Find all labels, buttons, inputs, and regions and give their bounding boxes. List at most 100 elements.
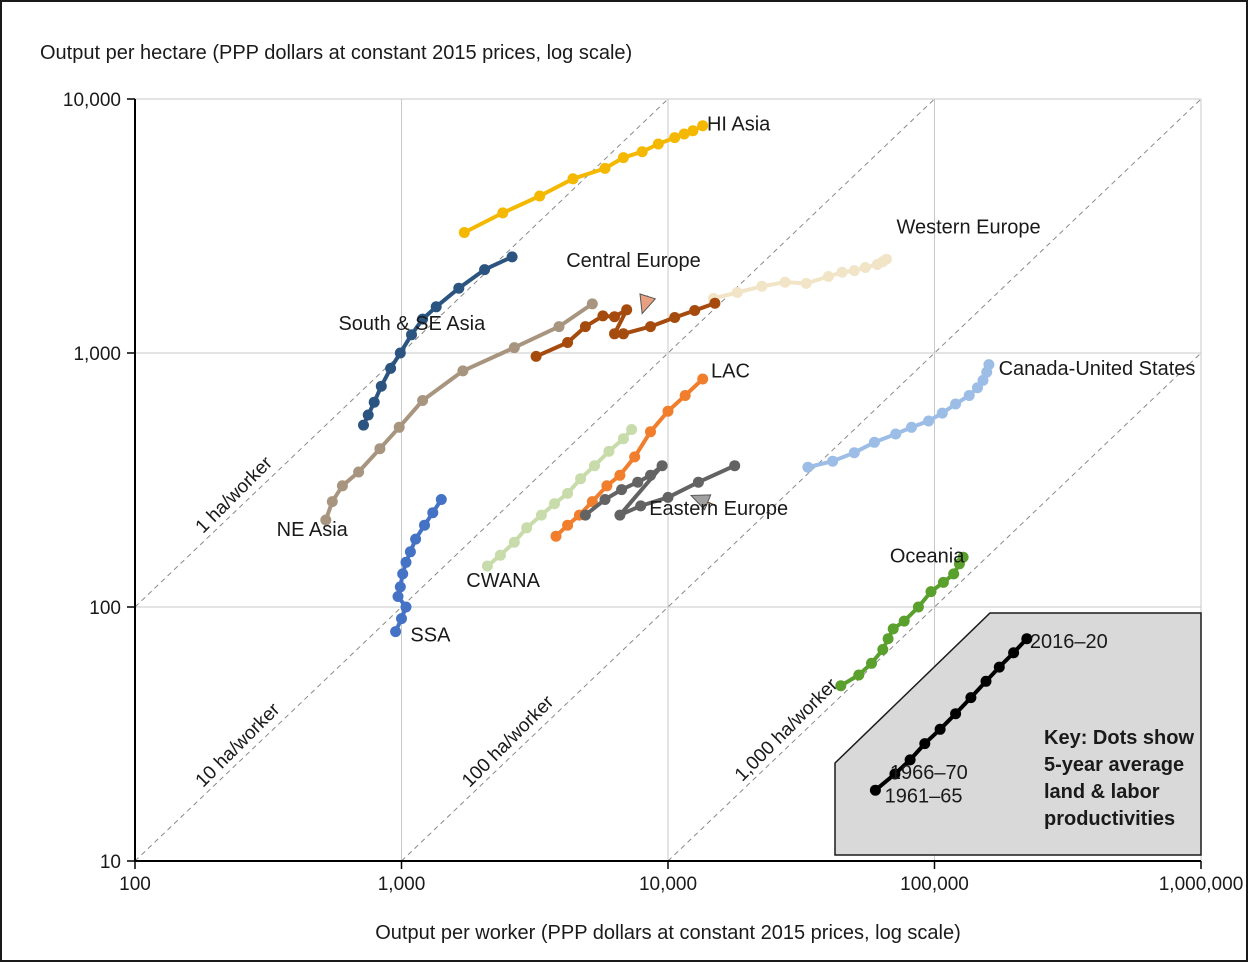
annotation-arrow — [689, 494, 717, 511]
data-point — [980, 675, 992, 687]
data-point — [430, 301, 442, 313]
data-point — [802, 461, 814, 473]
data-point — [937, 576, 949, 588]
key-text-line: productivities — [1044, 808, 1175, 830]
key-text-line: Key: Dots show — [1044, 727, 1194, 749]
key-text-line: land & labor — [1044, 781, 1160, 803]
data-point — [553, 321, 565, 333]
series-cwana — [481, 424, 638, 572]
data-point — [597, 310, 609, 322]
data-point — [601, 480, 613, 492]
data-point — [609, 328, 620, 340]
x-tick-label: 100,000 — [900, 874, 969, 895]
data-point — [599, 162, 611, 174]
x-axis-title: Output per worker (PPP dollars at consta… — [375, 922, 960, 944]
data-point — [481, 560, 493, 572]
data-point — [936, 407, 948, 419]
data-point — [427, 507, 439, 519]
ref-label-1-000-ha-worker: 1,000 ha/worker — [731, 674, 843, 786]
data-point — [617, 152, 629, 164]
x-tick-label: 10,000 — [639, 874, 697, 895]
data-point — [530, 350, 542, 362]
series-western-europe — [707, 253, 892, 304]
key-box: Key: Dots show 5-year average land & labor… — [834, 612, 1202, 856]
data-point — [419, 519, 430, 531]
data-point — [835, 680, 847, 692]
data-point — [562, 337, 574, 348]
data-point — [687, 125, 699, 137]
data-point — [375, 380, 387, 392]
data-point — [697, 373, 709, 385]
data-point — [934, 723, 946, 735]
data-point — [336, 480, 348, 492]
data-point — [579, 321, 591, 333]
y-axis-title: Output per hectare (PPP dollars at const… — [40, 42, 632, 64]
data-point — [923, 415, 935, 427]
series-key-example — [869, 633, 1033, 796]
series-label-canada-united-states: Canada-United States — [999, 358, 1196, 380]
data-point — [508, 342, 520, 354]
data-point — [822, 271, 834, 282]
ref-label-100-ha-worker: 100 ha/worker — [458, 691, 558, 791]
data-point — [756, 280, 768, 292]
data-point — [609, 311, 620, 323]
data-point — [508, 536, 520, 548]
series-label-central-europe: Central Europe — [566, 250, 701, 272]
data-point — [453, 282, 465, 294]
data-point — [614, 469, 626, 481]
arrow-head — [689, 494, 712, 511]
data-point — [800, 277, 812, 289]
data-point — [362, 409, 374, 421]
data-point — [567, 173, 579, 185]
data-point — [599, 494, 611, 505]
data-point — [904, 754, 916, 766]
data-point — [617, 433, 629, 445]
data-point — [866, 657, 877, 669]
y-tick-label: 1,000 — [73, 344, 121, 365]
data-point — [358, 419, 369, 431]
annotations: HI Asia Western Europe Central Europe South… — [277, 114, 1196, 808]
data-point — [662, 405, 674, 417]
data-point — [635, 500, 647, 512]
data-point — [689, 305, 701, 316]
series-hi-asia — [458, 120, 709, 238]
data-point — [394, 581, 406, 593]
data-point — [993, 661, 1005, 673]
data-point — [575, 473, 587, 485]
data-point — [1021, 633, 1033, 645]
data-point — [906, 421, 917, 433]
data-point — [836, 266, 848, 278]
series-group — [320, 120, 1033, 796]
data-point — [645, 426, 656, 438]
data-point — [586, 298, 598, 310]
data-point — [697, 120, 709, 132]
data-point — [353, 466, 365, 478]
data-point — [326, 496, 338, 508]
data-point — [636, 146, 648, 158]
data-point — [848, 265, 860, 277]
series-label-lac: LAC — [711, 361, 750, 383]
data-point — [731, 287, 743, 298]
data-point — [626, 424, 638, 435]
data-point — [983, 359, 995, 371]
data-point — [950, 708, 962, 720]
series-label-2016-20: 2016–20 — [1030, 631, 1108, 653]
data-point — [368, 396, 380, 408]
data-point — [890, 428, 902, 440]
data-point — [662, 491, 674, 503]
data-point — [957, 551, 969, 563]
data-point — [963, 390, 975, 401]
data-point — [1008, 647, 1020, 659]
data-point — [616, 484, 628, 496]
series-oceania — [835, 551, 969, 692]
data-point — [919, 738, 931, 750]
data-point — [898, 615, 910, 627]
x-tick-label: 1,000,000 — [1159, 874, 1244, 895]
data-point — [479, 264, 491, 276]
data-point — [410, 533, 422, 545]
series-label-south-se-asia: South & SE Asia — [338, 313, 486, 335]
x-tick-label: 1,000 — [378, 874, 426, 895]
series-label-ssa: SSA — [410, 625, 451, 647]
data-point — [853, 669, 865, 681]
